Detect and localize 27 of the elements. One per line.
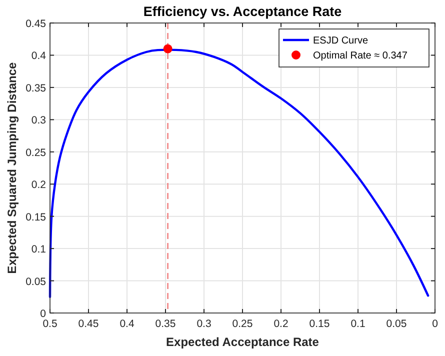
y-tick-label: 0.05: [26, 276, 46, 288]
y-tick-label: 0.4: [31, 50, 46, 62]
x-tick-label: 0.5: [42, 318, 58, 330]
y-tick-label: 0.2: [31, 179, 46, 192]
x-tick-label: 0.25: [232, 318, 253, 330]
x-tick-label: 0.4: [120, 318, 134, 330]
x-tick-label: 0.3: [196, 318, 212, 330]
y-tick-label: 0.1: [31, 244, 46, 256]
chart-title: Efficiency vs. Acceptance Rate: [143, 4, 342, 19]
y-axis-title: Expected Squared Jumping Distance: [5, 62, 19, 274]
x-tick-label: 0.1: [350, 318, 366, 330]
x-tick-label: 0: [432, 318, 438, 330]
x-tick-label: 0.45: [78, 318, 99, 330]
y-tick-label: 0.45: [26, 18, 46, 30]
y-tick-label: 0: [40, 308, 46, 320]
x-tick-label: 0.05: [386, 318, 407, 330]
x-tick-label: 0.2: [274, 318, 288, 330]
line-series: [48, 48, 430, 298]
x-tick-label: 0.15: [309, 318, 330, 330]
y-tick-label: 0.3: [31, 114, 46, 127]
y-tick-label: 0.35: [26, 82, 46, 94]
legend-label: Optimal Rate ≈ 0.347: [313, 50, 408, 62]
x-axis-title: Expected Acceptance Rate: [166, 335, 320, 349]
y-tick-label: 0.25: [26, 146, 46, 159]
x-tick-label: 0.35: [155, 318, 176, 330]
legend-label: ESJD Curve: [313, 36, 368, 46]
y-tick-label: 0.15: [26, 211, 46, 224]
